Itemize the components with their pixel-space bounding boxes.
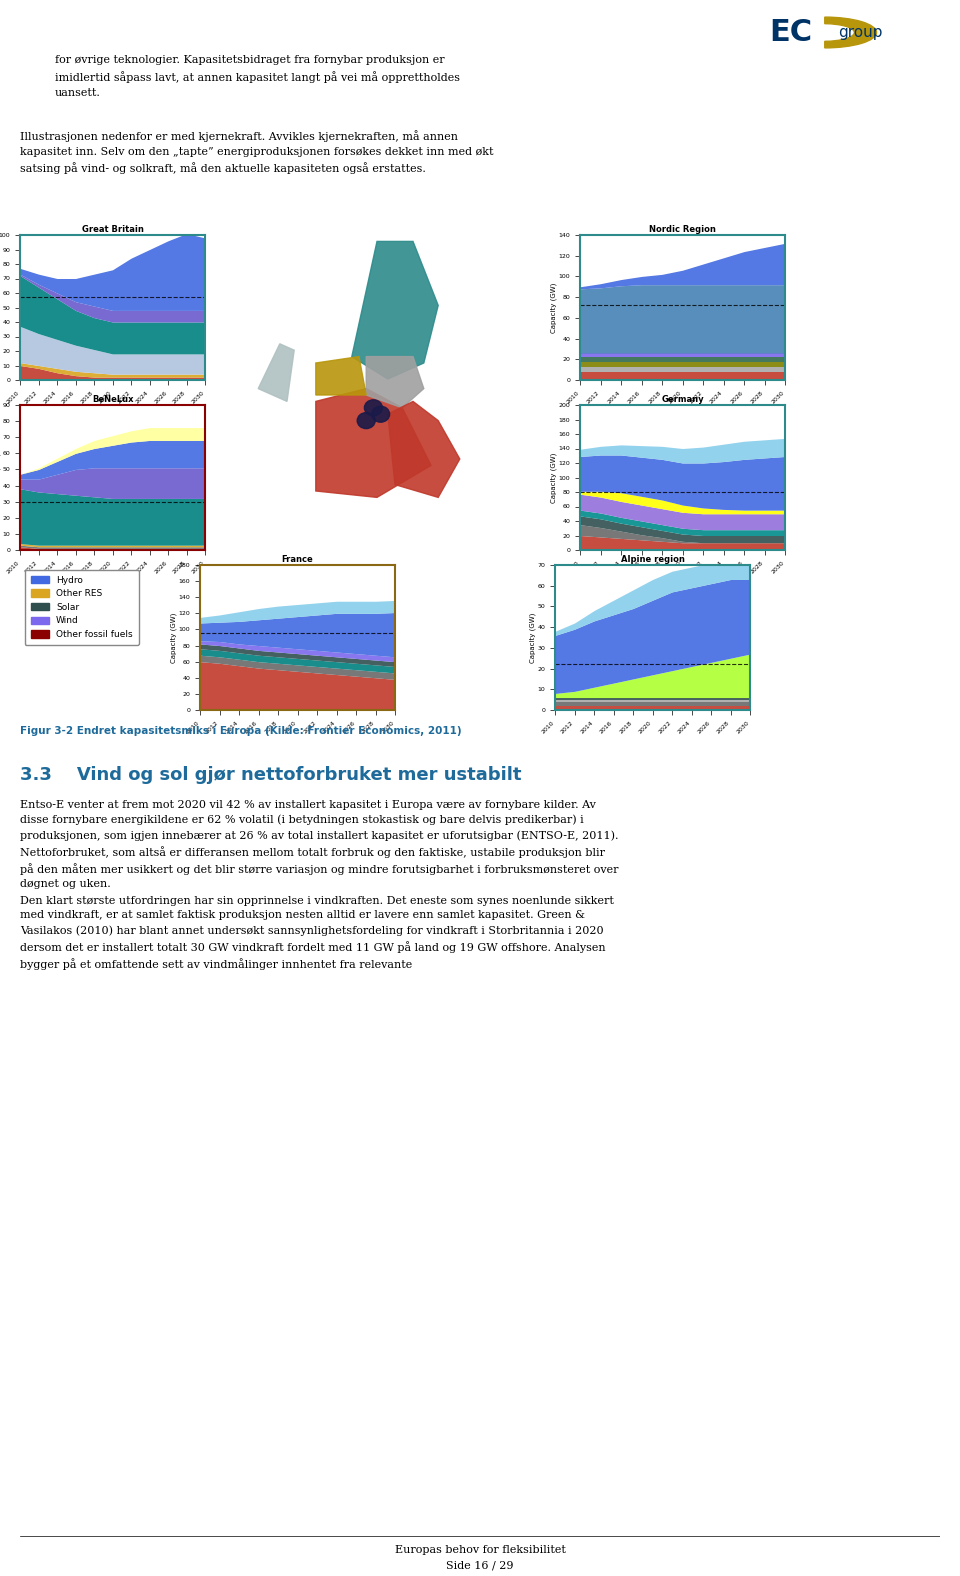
Legend: Hydro, Other RES, Solar, Wind, Other fossil fuels: Hydro, Other RES, Solar, Wind, Other fos… [25, 569, 139, 645]
Text: for øvrige teknologier. Kapasitetsbidraget fra fornybar produksjon er
imidlertid: for øvrige teknologier. Kapasitetsbidrag… [55, 55, 460, 98]
Title: Nordic Region: Nordic Region [649, 225, 716, 235]
Title: Alpine region: Alpine region [620, 555, 684, 564]
Text: 3.3    Vind og sol gjør nettoforbruket mer ustabilt: 3.3 Vind og sol gjør nettoforbruket mer … [20, 766, 521, 783]
Title: Germany: Germany [661, 396, 704, 403]
Circle shape [365, 400, 382, 416]
Y-axis label: Capacity (GW): Capacity (GW) [551, 452, 557, 503]
Text: Side 16 / 29: Side 16 / 29 [446, 1560, 514, 1571]
Circle shape [372, 407, 390, 422]
Polygon shape [316, 389, 431, 498]
Y-axis label: Capacity (GW): Capacity (GW) [551, 282, 557, 333]
Text: Illustrasjonen nedenfor er med kjernekraft. Avvikles kjernekraften, må annen
kap: Illustrasjonen nedenfor er med kjernekra… [20, 129, 493, 175]
Text: Europas behov for fleksibilitet: Europas behov for fleksibilitet [395, 1544, 565, 1556]
Text: Figur 3-2 Endret kapasitetsmiks i Europa (Kilde: Frontier Economics, 2011): Figur 3-2 Endret kapasitetsmiks i Europa… [20, 727, 462, 736]
Text: EC: EC [769, 17, 812, 47]
Text: Entso-E venter at frem mot 2020 vil 42 % av installert kapasitet i Europa være a: Entso-E venter at frem mot 2020 vil 42 %… [20, 801, 618, 889]
Wedge shape [825, 17, 876, 47]
Y-axis label: Capacity (GW): Capacity (GW) [530, 613, 536, 662]
Polygon shape [258, 344, 294, 402]
Polygon shape [316, 356, 366, 396]
Polygon shape [388, 402, 460, 498]
Y-axis label: Capacity (GW): Capacity (GW) [171, 613, 178, 662]
Polygon shape [351, 241, 438, 378]
Text: group: group [838, 25, 882, 39]
Title: France: France [281, 555, 313, 564]
Circle shape [357, 413, 375, 429]
Title: Great Britain: Great Britain [82, 225, 143, 235]
Y-axis label: Capacity (GW): Capacity (GW) [0, 452, 1, 503]
Title: BeNeLux: BeNeLux [92, 396, 133, 403]
Text: Den klart største utfordringen har sin opprinnelse i vindkraften. Det eneste som: Den klart største utfordringen har sin o… [20, 897, 613, 971]
Polygon shape [366, 356, 423, 408]
